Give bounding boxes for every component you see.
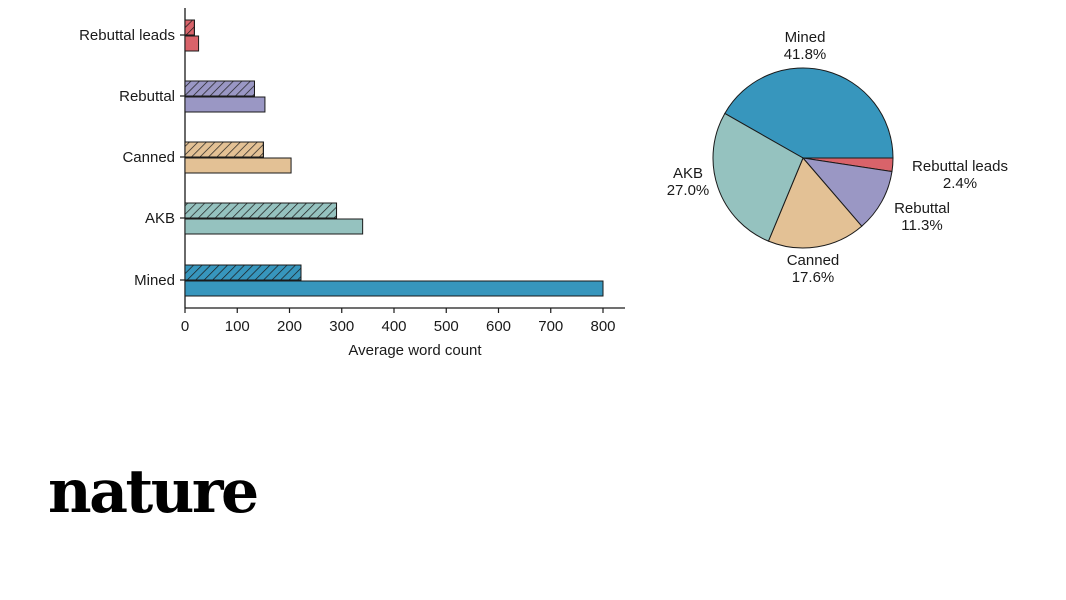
pie-label-akb: AKB xyxy=(673,165,703,182)
category-label: Canned xyxy=(122,149,175,166)
pie-percent-rebuttal: 11.3% xyxy=(901,217,942,234)
x-tick-label: 500 xyxy=(434,318,459,335)
bar-solid-rebuttal-leads xyxy=(184,35,200,52)
pie-label-rebuttal-leads: Rebuttal leads xyxy=(912,158,1008,175)
category-label: AKB xyxy=(145,210,175,227)
x-tick-label: 0 xyxy=(181,318,189,335)
pie-percent-canned: 17.6% xyxy=(792,269,835,286)
bar-solid-rebuttal xyxy=(184,96,266,113)
bar-hatched-pattern-rebuttal xyxy=(184,80,255,97)
bar-chart: 0 100 200 300 400 500 600 700 800 Average word co… xyxy=(79,8,625,359)
category-label: Rebuttal leads xyxy=(79,27,175,44)
pie-slice-akb xyxy=(712,112,804,242)
bar-solid-canned xyxy=(184,157,292,174)
pie-label-mined: Mined xyxy=(785,29,826,46)
pie-percent-mined: 41.8% xyxy=(784,46,827,63)
x-tick-label: 800 xyxy=(590,318,615,335)
pie-label-canned: Canned xyxy=(787,252,840,269)
category-label: Rebuttal xyxy=(119,88,175,105)
bar-solid-akb xyxy=(184,218,364,235)
x-tick-label: 400 xyxy=(381,318,406,335)
x-tick-label: 700 xyxy=(538,318,563,335)
pie-slice-rebuttal xyxy=(801,157,893,227)
bar-solid-mined xyxy=(184,280,604,297)
nature-logo: nature xyxy=(48,457,259,527)
x-tick-label: 600 xyxy=(486,318,511,335)
bar-hatched-pattern-canned xyxy=(184,141,264,158)
pie-percent-akb: 27.0% xyxy=(667,182,710,199)
x-tick-label: 100 xyxy=(225,318,250,335)
pie-label-rebuttal: Rebuttal xyxy=(894,200,950,217)
bar-hatched-pattern-akb xyxy=(184,202,338,219)
pie-slice-mined xyxy=(724,67,894,159)
bar-hatched-pattern-rebuttal-leads xyxy=(184,19,195,36)
pie-percent-rebuttal-leads: 2.4% xyxy=(943,175,977,192)
bar-hatched-pattern-mined xyxy=(184,264,302,281)
x-axis-label: Average word count xyxy=(348,342,482,359)
x-tick-label: 300 xyxy=(329,318,354,335)
category-label: Mined xyxy=(134,272,175,289)
pie-slice-canned xyxy=(767,157,863,249)
x-tick-label: 200 xyxy=(277,318,302,335)
